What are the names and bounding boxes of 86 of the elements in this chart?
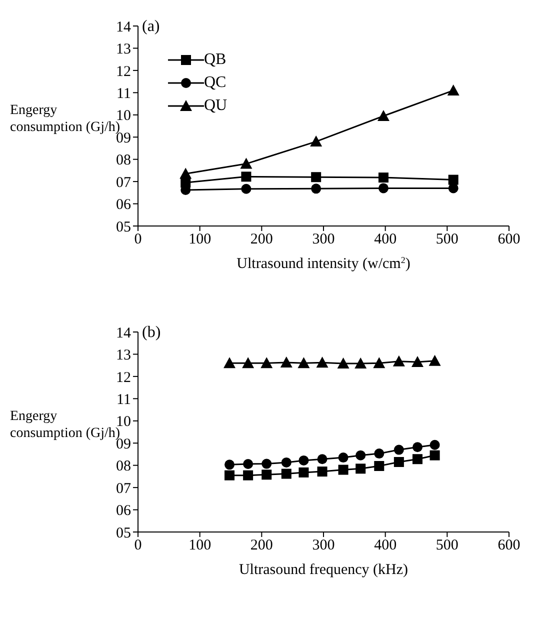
point	[377, 110, 390, 121]
y-tick-label: 11	[116, 392, 131, 408]
y-tick-label: 12	[116, 370, 131, 386]
x-tick-label: 500	[436, 538, 458, 554]
point	[317, 454, 328, 464]
x-tick-label: 0	[134, 538, 142, 554]
point	[316, 356, 328, 368]
point	[428, 354, 441, 366]
y-tick-label: 05	[116, 219, 131, 236]
y-tick-label: 12	[116, 64, 131, 80]
point	[280, 356, 292, 368]
point	[241, 172, 252, 182]
point	[311, 184, 322, 194]
annotation: (b)	[142, 324, 161, 342]
y-tick-label: 11	[116, 86, 131, 102]
point	[260, 357, 273, 368]
point	[242, 357, 254, 368]
x-tick-label: 300	[312, 232, 335, 248]
x-tick-label: 300	[312, 538, 335, 554]
point	[412, 454, 422, 464]
point	[356, 450, 366, 460]
point	[338, 452, 348, 463]
x-tick-label: 400	[374, 538, 397, 554]
point	[224, 357, 236, 368]
x-axis-title: Ultrasound intensity (w/cm$^{2}$)	[236, 255, 410, 272]
point	[430, 440, 440, 450]
point	[317, 466, 328, 477]
point	[412, 442, 422, 452]
x-axis-title: Ultrasound frequency (kHz)	[238, 562, 408, 578]
x-tick-label: 200	[250, 538, 273, 554]
point	[262, 458, 272, 469]
point	[240, 158, 252, 169]
point	[180, 168, 192, 179]
x-tick-label: 600	[498, 538, 520, 554]
x-tick-label: 400	[374, 232, 397, 248]
legend-label: QU	[204, 96, 228, 114]
point	[394, 444, 404, 455]
point	[378, 172, 388, 183]
y-tick-label: 07	[116, 174, 132, 191]
x-tick-label: 100	[188, 538, 212, 554]
point	[298, 467, 309, 478]
point	[224, 460, 235, 470]
point	[337, 358, 350, 369]
point	[374, 461, 384, 471]
point	[447, 84, 460, 96]
y-tick-label: 06	[116, 197, 132, 214]
legend-label: QC	[204, 74, 226, 92]
x-tick-label: 200	[250, 232, 273, 248]
point	[354, 358, 367, 369]
point	[411, 356, 424, 367]
point	[262, 470, 272, 480]
x-tick-label: 500	[436, 232, 458, 248]
y-tick-label: 08	[116, 458, 131, 475]
point	[392, 355, 405, 366]
point	[298, 455, 309, 466]
point	[281, 468, 292, 479]
point	[356, 464, 366, 474]
point	[448, 174, 458, 185]
x-tick-label: 100	[188, 232, 212, 248]
point	[243, 470, 254, 480]
point	[243, 459, 254, 469]
x-tick-label: 0	[134, 232, 142, 248]
y-tick-label: 13	[116, 348, 131, 364]
point	[374, 448, 384, 459]
legend-label: QB	[204, 50, 226, 68]
y-tick-label: 13	[116, 42, 131, 58]
point	[311, 172, 322, 182]
y-tick-label: 07	[116, 480, 132, 497]
point	[224, 470, 235, 480]
point	[298, 357, 310, 368]
point	[373, 357, 386, 368]
point	[394, 457, 404, 467]
point	[378, 183, 388, 194]
x-tick-label: 600	[498, 232, 520, 248]
point	[281, 457, 292, 468]
point	[310, 136, 322, 147]
point	[448, 183, 458, 194]
point	[241, 184, 252, 194]
y-tick-label: 14	[116, 19, 132, 36]
y-tick-label: 06	[116, 503, 132, 520]
y-tick-label: 08	[116, 152, 131, 169]
point	[430, 450, 440, 460]
point	[338, 464, 348, 475]
y-tick-label: 05	[116, 525, 131, 542]
y-tick-label: 14	[116, 325, 132, 342]
annotation: (a)	[142, 18, 160, 36]
